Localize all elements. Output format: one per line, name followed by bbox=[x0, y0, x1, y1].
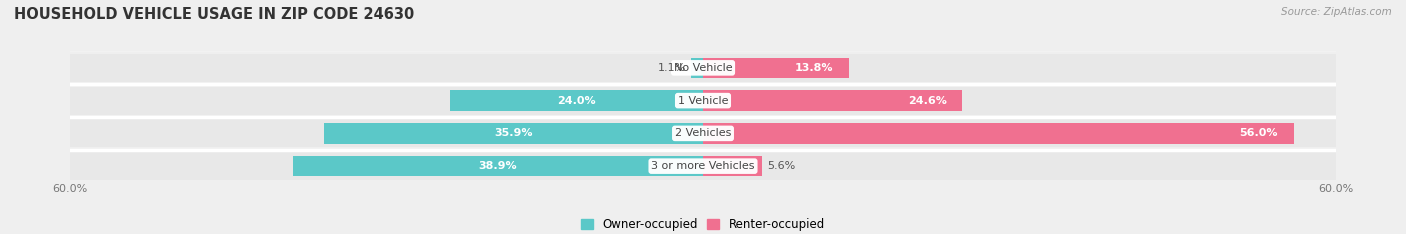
Bar bbox=[70, 87, 703, 114]
Bar bbox=[703, 119, 1336, 147]
Bar bbox=[692, 58, 703, 78]
Bar bbox=[70, 152, 703, 180]
Text: 35.9%: 35.9% bbox=[495, 128, 533, 138]
Text: HOUSEHOLD VEHICLE USAGE IN ZIP CODE 24630: HOUSEHOLD VEHICLE USAGE IN ZIP CODE 2463… bbox=[14, 7, 415, 22]
Bar bbox=[70, 54, 703, 82]
Bar bbox=[703, 58, 849, 78]
Bar bbox=[703, 152, 1336, 180]
Bar bbox=[70, 119, 703, 147]
Text: 24.0%: 24.0% bbox=[557, 96, 596, 106]
Text: 2 Vehicles: 2 Vehicles bbox=[675, 128, 731, 138]
Text: 1 Vehicle: 1 Vehicle bbox=[678, 96, 728, 106]
Bar bbox=[703, 54, 1336, 82]
Bar bbox=[703, 91, 963, 111]
Text: 24.6%: 24.6% bbox=[908, 96, 946, 106]
Bar bbox=[703, 87, 1336, 114]
Text: Source: ZipAtlas.com: Source: ZipAtlas.com bbox=[1281, 7, 1392, 17]
Text: 13.8%: 13.8% bbox=[794, 63, 832, 73]
Legend: Owner-occupied, Renter-occupied: Owner-occupied, Renter-occupied bbox=[576, 213, 830, 234]
Bar bbox=[703, 156, 762, 176]
Text: 5.6%: 5.6% bbox=[768, 161, 796, 171]
Text: 56.0%: 56.0% bbox=[1239, 128, 1278, 138]
Bar bbox=[450, 91, 703, 111]
Text: 3 or more Vehicles: 3 or more Vehicles bbox=[651, 161, 755, 171]
Text: 1.1%: 1.1% bbox=[658, 63, 686, 73]
Text: 38.9%: 38.9% bbox=[478, 161, 517, 171]
Bar bbox=[703, 123, 1294, 143]
Bar bbox=[325, 123, 703, 143]
Bar bbox=[292, 156, 703, 176]
Text: No Vehicle: No Vehicle bbox=[673, 63, 733, 73]
